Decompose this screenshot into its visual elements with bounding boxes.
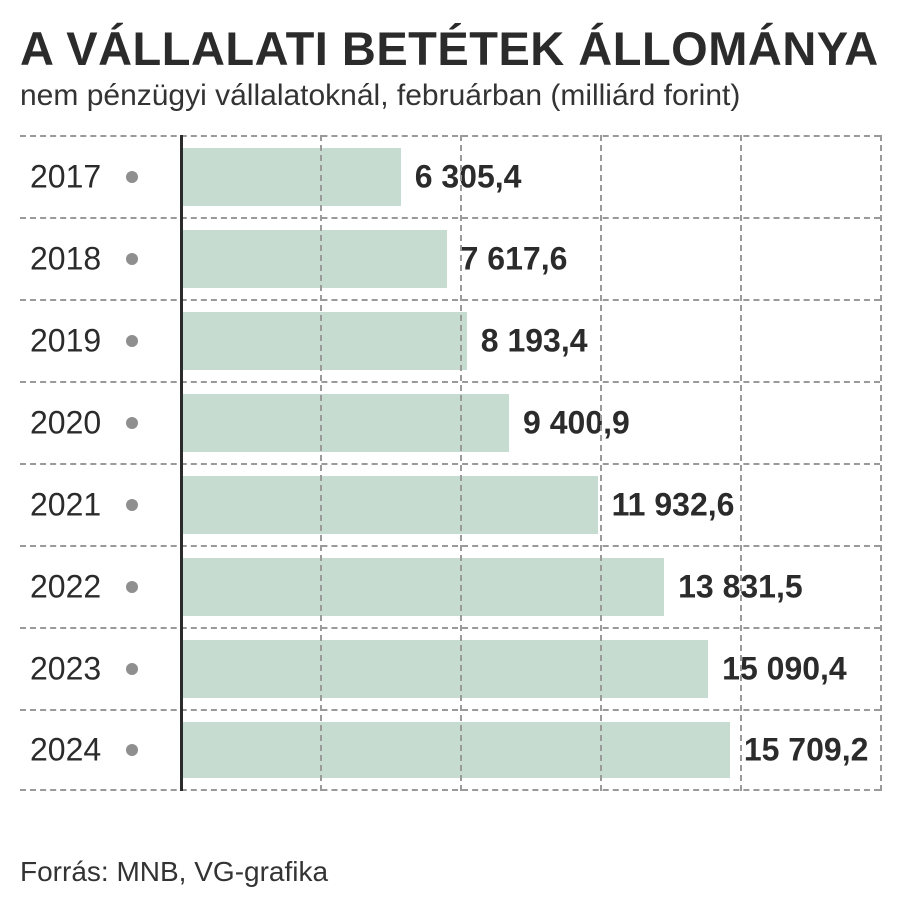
bullet-icon	[126, 417, 138, 429]
bar-value: 7 617,6	[461, 241, 568, 278]
bullet-icon	[126, 335, 138, 347]
bar	[180, 148, 401, 206]
year-label: 2024	[30, 732, 101, 769]
gridline	[880, 135, 882, 791]
table-row: 2019 8 193,4	[20, 299, 880, 381]
bar-value: 8 193,4	[481, 323, 588, 360]
table-row: 2017 6 305,4	[20, 135, 880, 217]
bar-rows: 2017 6 305,4 2018 7 617,6 2019 8 193,4 2020 9 4…	[20, 135, 880, 791]
table-row: 202213 831,5	[20, 545, 880, 627]
gridline	[600, 135, 602, 791]
bar-chart: 2017 6 305,4 2018 7 617,6 2019 8 193,4 2020 9 4…	[20, 135, 880, 791]
year-label: 2022	[30, 569, 101, 606]
chart-subtitle: nem pénzügyi vállalatoknál, februárban (…	[20, 79, 880, 113]
gridline	[320, 135, 322, 791]
y-axis-line	[180, 135, 183, 791]
table-row: 2020 9 400,9	[20, 381, 880, 463]
year-label: 2023	[30, 651, 101, 688]
year-label: 2017	[30, 159, 101, 196]
bullet-icon	[126, 253, 138, 265]
bar-value: 6 305,4	[415, 159, 522, 196]
bullet-icon	[126, 499, 138, 511]
bar	[180, 476, 598, 534]
table-row: 202315 090,4	[20, 627, 880, 709]
year-label: 2018	[30, 241, 101, 278]
bar	[180, 722, 730, 778]
gridline	[460, 135, 462, 791]
bar	[180, 230, 447, 288]
source-text: Forrás: MNB, VG-grafika	[20, 856, 328, 888]
year-label: 2021	[30, 487, 101, 524]
bullet-icon	[126, 581, 138, 593]
table-row: 2018 7 617,6	[20, 217, 880, 299]
bar-value: 15 709,2	[744, 732, 869, 769]
bullet-icon	[126, 171, 138, 183]
chart-container: A VÁLLALATI BETÉTEK ÁLLOMÁNYA nem pénzüg…	[0, 0, 900, 918]
table-row: 2024 15 709,2	[20, 709, 880, 791]
gridline	[740, 135, 742, 791]
bar	[180, 312, 467, 370]
year-label: 2019	[30, 323, 101, 360]
bar	[180, 558, 664, 616]
bar-value: 9 400,9	[523, 405, 630, 442]
table-row: 2021 11 932,6	[20, 463, 880, 545]
bar-value: 11 932,6	[612, 487, 735, 524]
year-label: 2020	[30, 405, 101, 442]
bullet-icon	[126, 663, 138, 675]
bullet-icon	[126, 744, 138, 756]
chart-title: A VÁLLALATI BETÉTEK ÁLLOMÁNYA	[20, 24, 880, 73]
bar	[180, 640, 708, 698]
